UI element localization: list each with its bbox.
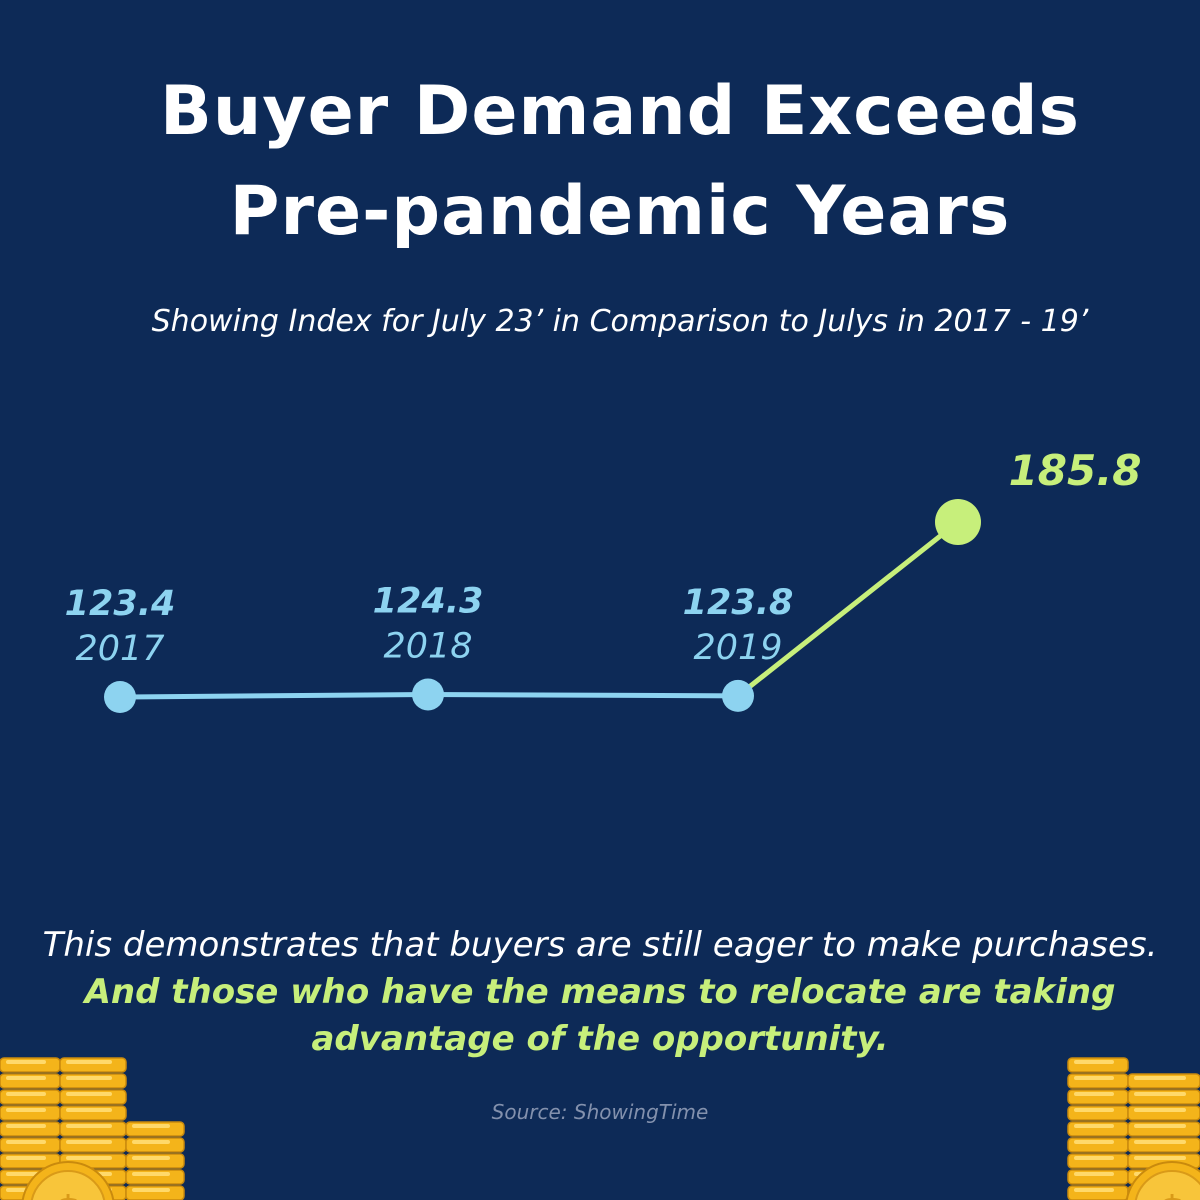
line-chart: 123.4 2017 124.3 2018 123.8 2019 185.8 (65, 446, 1142, 713)
coin-stack-icon: $ (1067, 1057, 1200, 1200)
value-label: 123.8 (683, 583, 794, 623)
year-label: 2019 (693, 628, 782, 668)
svg-text:$: $ (55, 1189, 80, 1200)
value-label: 123.4 (65, 584, 176, 624)
svg-text:$: $ (1159, 1189, 1184, 1200)
data-point (722, 679, 754, 712)
coin-stack-icon: $ (0, 1057, 185, 1200)
series-line-segment (117, 691, 431, 700)
summary-highlight: And those who have the means to relocate… (84, 972, 1116, 1059)
chart-lines (117, 519, 961, 700)
chart-title: Buyer Demand Exceeds Pre-pandemic Years (0, 62, 1200, 262)
title-line-1: Buyer Demand Exceeds (160, 72, 1080, 151)
data-point (104, 681, 136, 713)
summary-text: This demonstrates that buyers are still … (40, 922, 1160, 1063)
series-line-segment (425, 691, 741, 699)
chart-points (104, 499, 981, 713)
chart-subtitle: Showing Index for July 23’ in Comparison… (151, 304, 1089, 339)
summary-plain: This demonstrates that buyers are still … (42, 925, 1158, 965)
chart-labels: 123.4 2017 124.3 2018 123.8 2019 185.8 (65, 446, 1142, 669)
value-label: 124.3 (373, 581, 484, 621)
value-label: 185.8 (1009, 446, 1142, 495)
data-point (412, 678, 444, 711)
data-point (935, 499, 981, 545)
series-line-segment (735, 519, 961, 699)
year-label: 2018 (383, 626, 472, 666)
source-note: Source: ShowingTime (491, 1100, 709, 1124)
title-line-2: Pre-pandemic Years (229, 172, 1011, 251)
year-label: 2017 (75, 629, 164, 669)
